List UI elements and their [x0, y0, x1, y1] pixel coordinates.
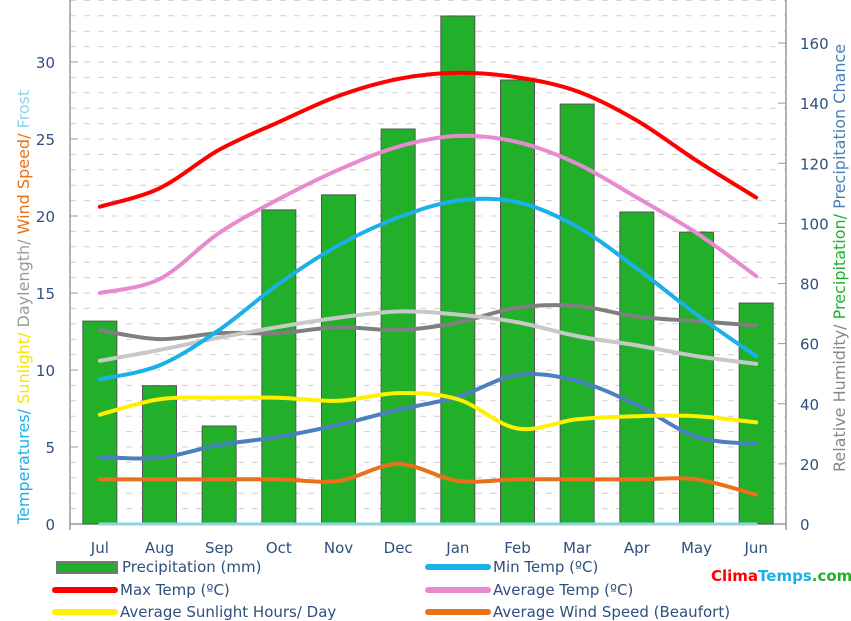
x-tick-label: Apr: [624, 539, 651, 557]
brand-clima: Clima: [711, 567, 759, 585]
left-axis-title-part: Daylength/: [14, 234, 33, 327]
right-axis-title: Relative Humidity/ Precipitation/ Precip…: [830, 44, 849, 472]
line-max-temp-c: [97, 70, 759, 209]
legend-item: Precipitation (mm): [52, 558, 261, 576]
legend-label: Average Temp (ºC): [493, 581, 634, 599]
legend-swatch: [56, 560, 118, 574]
x-tick-label: Aug: [145, 539, 174, 557]
x-tick-label: Oct: [266, 539, 292, 557]
x-tick-label: Mar: [563, 539, 592, 557]
legend-label: Precipitation (mm): [122, 558, 262, 576]
legend-swatch: [425, 564, 491, 570]
x-tick-label: Jan: [445, 539, 469, 557]
line-average-sunlight-hours-day: [97, 391, 759, 432]
legend-swatch: [425, 609, 491, 615]
legend-item: Average Wind Speed (Beaufort): [425, 603, 730, 621]
precipitation-bar: [440, 15, 476, 525]
legend-item: Average Temp (ºC): [425, 581, 633, 599]
right-tick-label: 160: [800, 35, 829, 53]
legend-item: Min Temp (ºC): [425, 558, 598, 576]
right-tick-label: 20: [800, 456, 819, 474]
precipitation-bar: [201, 425, 237, 525]
left-tick-label: 10: [36, 362, 55, 380]
left-tick-label: 5: [45, 439, 55, 457]
line-min-temp-c: [97, 196, 759, 382]
right-tick-label: 140: [800, 95, 829, 113]
legend-item: Average Sunlight Hours/ Day: [52, 603, 336, 621]
legend-swatch: [425, 587, 491, 593]
right-axis-title-part: Precipitation/: [830, 209, 849, 319]
right-tick-label: 60: [800, 336, 819, 354]
left-tick-label: 25: [36, 131, 55, 149]
precipitation-bar: [82, 320, 118, 525]
line-average-wind-speed-beaufort: [97, 461, 759, 497]
x-tick-label: Nov: [324, 539, 353, 557]
precipitation-bar: [261, 209, 297, 525]
brand-com: .com: [811, 567, 851, 585]
legend-label: Min Temp (ºC): [493, 558, 599, 576]
precipitation-bar: [559, 103, 595, 525]
left-axis-title: Temperatures/ Sunlight/ Daylength/ Wind …: [14, 90, 33, 525]
brand-temps: Temps: [758, 567, 812, 585]
precipitation-bar: [619, 211, 655, 525]
line-precipitation-chance: [97, 372, 759, 461]
x-tick-label: May: [681, 539, 712, 557]
x-tick-label: Feb: [504, 539, 531, 557]
legend-item: Max Temp (ºC): [52, 581, 230, 599]
left-tick-label: 0: [45, 516, 55, 534]
precipitation-bar: [380, 128, 416, 525]
precipitation-bar: [500, 79, 535, 525]
line-average-temp-c: [97, 133, 759, 295]
right-tick-label: 0: [800, 516, 810, 534]
precipitation-bar: [738, 302, 774, 525]
x-tick-label: Dec: [384, 539, 413, 557]
left-axis-title-part: Temperatures/: [14, 404, 33, 525]
left-axis-title-part: Sunlight/: [14, 327, 33, 403]
x-tick-label: Jul: [90, 539, 109, 557]
left-tick-label: 15: [36, 285, 55, 303]
line-relative-humidity: [97, 303, 759, 342]
left-tick-label: 30: [36, 54, 55, 72]
legend-label: Average Sunlight Hours/ Day: [120, 603, 337, 621]
legend-swatch: [52, 587, 118, 593]
left-tick-label: 20: [36, 208, 55, 226]
right-axis-title-part: Precipitation Chance: [830, 44, 849, 209]
legend-label: Average Wind Speed (Beaufort): [493, 603, 731, 621]
x-tick-label: Sep: [205, 539, 233, 557]
line-daylength: [97, 309, 759, 366]
climatemps-logo[interactable]: ClimaTemps.com: [711, 567, 851, 585]
right-tick-label: 40: [800, 396, 819, 414]
legend-label: Max Temp (ºC): [120, 581, 230, 599]
legend-swatch: [52, 609, 118, 615]
right-tick-label: 80: [800, 276, 819, 294]
x-tick-label: Jun: [743, 539, 767, 557]
right-tick-label: 120: [800, 155, 829, 173]
left-axis-title-part: Frost: [14, 90, 33, 129]
left-axis-title-part: Wind Speed/: [14, 128, 33, 234]
right-axis-title-part: Relative Humidity/: [830, 319, 849, 472]
right-tick-label: 100: [800, 215, 829, 233]
